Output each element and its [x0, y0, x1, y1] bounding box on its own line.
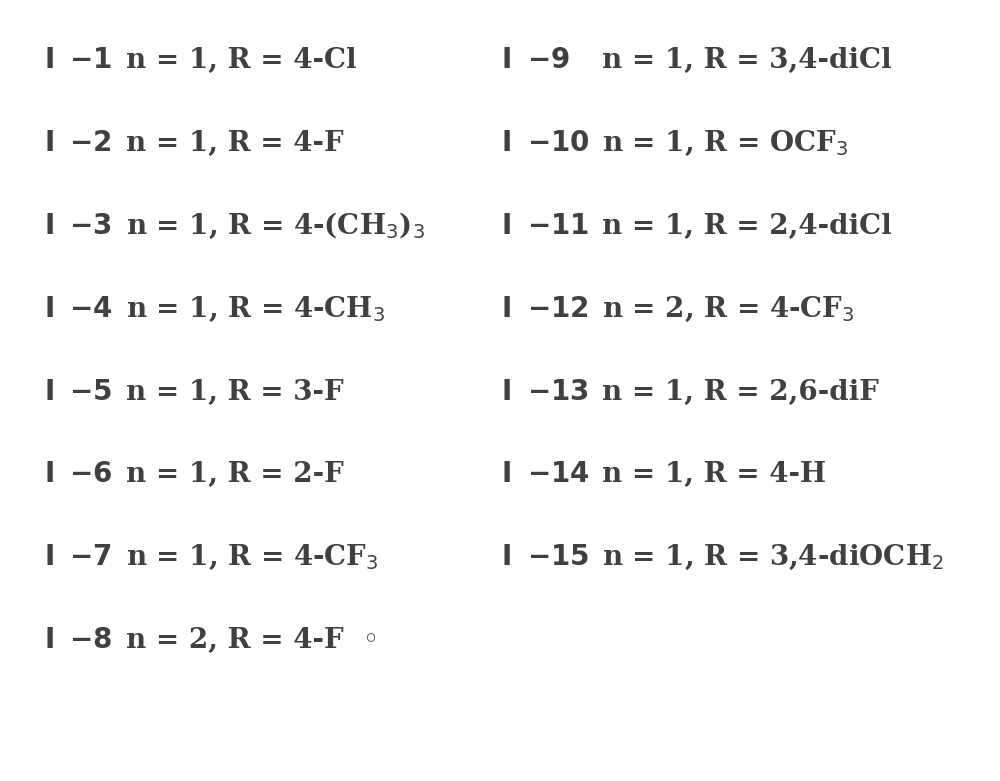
Text: n = 1, R = 2-F: n = 1, R = 2-F — [126, 462, 344, 488]
Text: $\mathbf{I}$: $\mathbf{I}$ — [44, 296, 53, 323]
Text: $\mathbf{I}$: $\mathbf{I}$ — [501, 130, 511, 157]
Text: $\mathbf{-11}$: $\mathbf{-11}$ — [527, 213, 589, 240]
Text: n = 1, R = 4-CH$_3$: n = 1, R = 4-CH$_3$ — [126, 294, 385, 323]
Text: n = 2, R = 4-F  ◦: n = 2, R = 4-F ◦ — [126, 627, 379, 654]
Text: $\mathbf{-15}$: $\mathbf{-15}$ — [527, 544, 589, 571]
Text: n = 1, R = 3,4-diCl: n = 1, R = 3,4-diCl — [602, 47, 892, 74]
Text: $\mathbf{I}$: $\mathbf{I}$ — [501, 544, 511, 571]
Text: n = 1, R = 4-H: n = 1, R = 4-H — [602, 462, 826, 488]
Text: $\mathbf{-2}$: $\mathbf{-2}$ — [69, 130, 111, 157]
Text: n = 1, R = 4-Cl: n = 1, R = 4-Cl — [126, 47, 357, 74]
Text: $\mathbf{I}$: $\mathbf{I}$ — [501, 213, 511, 240]
Text: n = 1, R = 2,6-diF: n = 1, R = 2,6-diF — [602, 379, 879, 405]
Text: $\mathbf{-7}$: $\mathbf{-7}$ — [69, 544, 112, 571]
Text: $\mathbf{I}$: $\mathbf{I}$ — [501, 462, 511, 488]
Text: $\mathbf{I}$: $\mathbf{I}$ — [44, 379, 53, 405]
Text: $\mathbf{-10}$: $\mathbf{-10}$ — [527, 130, 589, 157]
Text: n = 1, R = 4-(CH$_3$)$_3$: n = 1, R = 4-(CH$_3$)$_3$ — [126, 212, 425, 241]
Text: $\mathbf{-4}$: $\mathbf{-4}$ — [69, 296, 113, 323]
Text: $\mathbf{I}$: $\mathbf{I}$ — [44, 627, 53, 654]
Text: n = 1, R = 3-F: n = 1, R = 3-F — [126, 379, 344, 405]
Text: $\mathbf{-14}$: $\mathbf{-14}$ — [527, 462, 590, 488]
Text: $\mathbf{-9}$: $\mathbf{-9}$ — [527, 47, 570, 74]
Text: n = 1, R = 2,4-diCl: n = 1, R = 2,4-diCl — [602, 213, 892, 240]
Text: $\mathbf{-8}$: $\mathbf{-8}$ — [69, 627, 112, 654]
Text: $\mathbf{-6}$: $\mathbf{-6}$ — [69, 462, 112, 488]
Text: $\mathbf{-12}$: $\mathbf{-12}$ — [527, 296, 588, 323]
Text: $\mathbf{I}$: $\mathbf{I}$ — [44, 462, 53, 488]
Text: $\mathbf{I}$: $\mathbf{I}$ — [501, 379, 511, 405]
Text: $\mathbf{I}$: $\mathbf{I}$ — [44, 47, 53, 74]
Text: $\mathbf{I}$: $\mathbf{I}$ — [44, 130, 53, 157]
Text: $\mathbf{I}$: $\mathbf{I}$ — [501, 296, 511, 323]
Text: n = 2, R = 4-CF$_3$: n = 2, R = 4-CF$_3$ — [602, 294, 855, 323]
Text: $\mathbf{I}$: $\mathbf{I}$ — [44, 544, 53, 571]
Text: $\mathbf{-5}$: $\mathbf{-5}$ — [69, 379, 112, 405]
Text: $\mathbf{-3}$: $\mathbf{-3}$ — [69, 213, 112, 240]
Text: n = 1, R = 4-F: n = 1, R = 4-F — [126, 130, 344, 157]
Text: n = 1, R = 4-CF$_3$: n = 1, R = 4-CF$_3$ — [126, 544, 379, 572]
Text: $\mathbf{I}$: $\mathbf{I}$ — [501, 47, 511, 74]
Text: n = 1, R = OCF$_3$: n = 1, R = OCF$_3$ — [602, 129, 848, 158]
Text: n = 1, R = 3,4-diOCH$_2$: n = 1, R = 3,4-diOCH$_2$ — [602, 544, 944, 572]
Text: $\mathbf{I}$: $\mathbf{I}$ — [44, 213, 53, 240]
Text: $\mathbf{-1}$: $\mathbf{-1}$ — [69, 47, 112, 74]
Text: $\mathbf{-13}$: $\mathbf{-13}$ — [527, 379, 589, 405]
